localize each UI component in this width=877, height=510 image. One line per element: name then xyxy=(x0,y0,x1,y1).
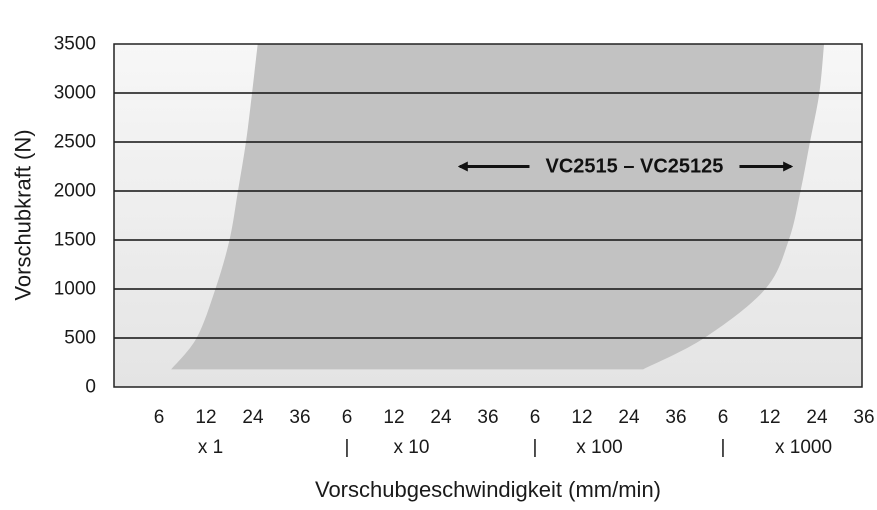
plot-frame xyxy=(113,43,863,388)
y-axis-label: Vorschubkraft (N) xyxy=(11,129,36,300)
x-tick-label-15: 36 xyxy=(853,407,874,428)
x-multiplier-0: x 1 xyxy=(198,437,223,458)
annotation-background xyxy=(519,152,750,181)
y-tick-label-0: 0 xyxy=(85,377,96,398)
x-multiplier-3: x 1000 xyxy=(775,437,832,458)
y-tick-label-500: 500 xyxy=(64,328,96,349)
x-axis-label: Vorschubgeschwindigkeit (mm/min) xyxy=(315,477,661,502)
region-annotation: VC2515 – VC25125 xyxy=(457,152,794,181)
y-tick-label-3000: 3000 xyxy=(54,83,96,104)
y-tick-label-2000: 2000 xyxy=(54,181,96,202)
x-separator-1: | xyxy=(533,437,538,458)
y-tick-label-1500: 1500 xyxy=(54,230,96,251)
x-tick-label-13: 12 xyxy=(759,407,780,428)
x-tick-label-6: 24 xyxy=(430,407,452,428)
x-tick-label-7: 36 xyxy=(477,407,498,428)
x-multiplier-1: x 10 xyxy=(394,437,430,458)
y-tick-label-1000: 1000 xyxy=(54,279,96,300)
annotation-label: VC2515 – VC25125 xyxy=(546,156,724,178)
x-separator-2: | xyxy=(721,437,726,458)
x-tick-label-2: 24 xyxy=(242,407,264,428)
x-separator-0: | xyxy=(345,437,350,458)
x-tick-label-12: 6 xyxy=(718,407,729,428)
y-axis-ticks: 0 500 1000 1500 2000 2500 3000 3500 xyxy=(54,34,96,398)
x-tick-label-9: 12 xyxy=(571,407,592,428)
y-tick-label-3500: 3500 xyxy=(54,34,96,55)
x-tick-label-8: 6 xyxy=(530,407,541,428)
gridlines xyxy=(114,92,862,339)
x-tick-label-11: 36 xyxy=(665,407,686,428)
x-tick-label-1: 12 xyxy=(195,407,216,428)
x-multiplier-2: x 100 xyxy=(576,437,622,458)
x-tick-label-5: 12 xyxy=(383,407,404,428)
x-tick-label-3: 36 xyxy=(289,407,310,428)
x-axis-ticks: 6 12 24 36 6 12 24 36 6 12 24 36 6 12 24 36 xyxy=(154,407,875,428)
y-tick-label-2500: 2500 xyxy=(54,132,96,153)
x-tick-label-4: 6 xyxy=(342,407,353,428)
operating-region xyxy=(171,44,825,370)
x-tick-label-10: 24 xyxy=(618,407,640,428)
x-tick-label-0: 6 xyxy=(154,407,165,428)
x-tick-label-14: 24 xyxy=(806,407,828,428)
x-axis-multipliers: x 1 x 10 x 100 x 1000 | | | xyxy=(198,437,832,458)
